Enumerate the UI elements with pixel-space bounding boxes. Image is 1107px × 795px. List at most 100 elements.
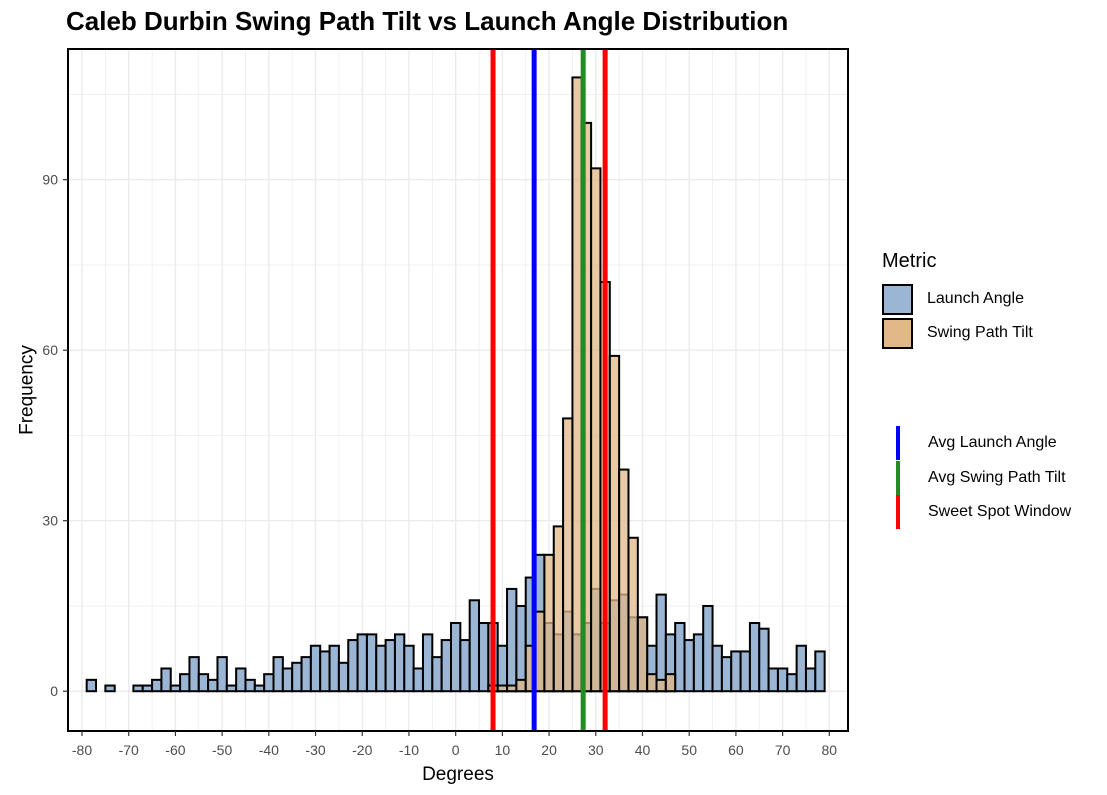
line-legend-key-avg-launch-angle <box>896 426 900 461</box>
y-axis-ticks: 0 30 60 90 <box>42 172 68 699</box>
fill-legend: Metric Launch Angle Swing Path Tilt <box>882 250 1033 350</box>
line-legend: Avg Launch Angle Avg Swing Path Tilt Swe… <box>896 426 1071 530</box>
histogram-bar-launch-angle <box>496 644 509 693</box>
x-tick-label: -60 <box>165 742 185 758</box>
histogram-bar-launch-angle <box>207 678 219 693</box>
histogram-bar-launch-angle <box>225 684 238 693</box>
x-tick-label: -10 <box>399 742 419 758</box>
histogram-bar-launch-angle <box>244 678 256 693</box>
histogram-bar-launch-angle <box>151 678 163 693</box>
histogram-bar-launch-angle <box>160 667 172 693</box>
histogram-bar-swing-path-tilt <box>627 536 639 693</box>
legend-title: Metric <box>882 250 937 272</box>
histogram-bar-launch-angle <box>440 639 452 693</box>
histogram-bar-launch-angle <box>478 622 490 693</box>
legend-label-launch-angle: Launch Angle <box>927 290 1024 307</box>
histogram-bar-launch-angle <box>365 633 378 693</box>
x-tick-label: -50 <box>212 742 232 758</box>
y-tick-label: 30 <box>42 513 58 529</box>
histogram-bar-launch-angle <box>375 644 387 693</box>
x-tick-label: 40 <box>635 742 651 758</box>
histogram-bar-launch-angle <box>421 633 434 693</box>
histogram-bar-launch-angle <box>179 673 191 693</box>
histogram-bar-swing-path-tilt <box>552 525 565 693</box>
x-axis-ticks: -80 -70 -60 -50 -40 -30 -20 -10 0 10 20 30 40 50 60 70 8… <box>72 731 837 758</box>
histogram-bar-launch-angle <box>263 673 275 693</box>
histogram-bar-launch-angle <box>674 622 686 693</box>
line-legend-label-avg-swing-path-tilt: Avg Swing Path Tilt <box>928 468 1066 486</box>
histogram-bar-launch-angle <box>449 622 462 693</box>
histogram-bar-launch-angle <box>132 684 144 693</box>
histogram-bar-launch-angle <box>468 599 481 693</box>
x-tick-label: 80 <box>822 742 838 758</box>
x-axis-title: Degrees <box>422 764 494 785</box>
y-tick-label: 0 <box>50 683 58 699</box>
histogram-bar-launch-angle <box>216 656 228 693</box>
histogram-bar-launch-angle <box>328 644 340 693</box>
histogram-bar-launch-angle <box>356 633 368 693</box>
histogram-bar-swing-path-tilt <box>646 673 658 693</box>
histogram-bar-swing-path-tilt <box>515 678 527 693</box>
histogram-bar-launch-angle <box>337 661 350 693</box>
histogram-bar-swing-path-tilt <box>571 76 583 693</box>
histogram-bar-launch-angle <box>309 644 322 693</box>
y-tick-label: 90 <box>42 172 58 188</box>
legend-swatch-launch-angle <box>882 283 913 315</box>
histogram-bar-launch-angle <box>748 622 761 693</box>
histogram-bar-launch-angle <box>758 627 770 693</box>
histogram-bar-swing-path-tilt <box>590 167 602 693</box>
histogram-bar-launch-angle <box>739 650 751 693</box>
line-legend-label-avg-launch-angle: Avg Launch Angle <box>928 434 1057 452</box>
plot-panel-border <box>67 48 849 732</box>
histogram-bar-swing-path-tilt <box>655 678 667 693</box>
histogram-bar-launch-angle <box>730 650 742 693</box>
histogram-bar-swing-path-tilt <box>608 354 621 693</box>
x-tick-label: -30 <box>305 742 325 758</box>
histogram-bar-swing-path-tilt <box>506 684 518 693</box>
histogram-bar-launch-angle <box>300 656 312 693</box>
histogram-bar-launch-angle <box>141 684 154 693</box>
x-tick-label: -40 <box>259 742 279 758</box>
histogram-bar-launch-angle <box>711 644 723 693</box>
chart-title: Caleb Durbin Swing Path Tilt vs Launch A… <box>66 6 789 36</box>
histogram-bar-launch-angle <box>720 656 733 693</box>
x-tick-label: 70 <box>775 742 791 758</box>
x-tick-label: -80 <box>72 742 92 758</box>
x-tick-label: -20 <box>352 742 372 758</box>
histogram-bar-launch-angle <box>104 684 116 693</box>
line-legend-key-sweet-spot-window <box>896 495 900 530</box>
legend-item-swing-path-tilt: Swing Path Tilt <box>882 316 1033 350</box>
x-tick-label: -70 <box>119 742 139 758</box>
line-legend-item-sweet-spot-window: Sweet Spot Window <box>896 495 1071 530</box>
legend-item-launch-angle: Launch Angle <box>882 282 1033 316</box>
histogram-bar-launch-angle <box>197 673 210 693</box>
histogram-bar-launch-angle <box>188 656 200 693</box>
line-legend-label-sweet-spot-window: Sweet Spot Window <box>928 503 1072 521</box>
reference-lines <box>490 49 608 731</box>
histogram-bar-swing-path-tilt <box>543 553 555 693</box>
histogram-bar-swing-path-tilt <box>636 616 649 693</box>
line-legend-item-avg-launch-angle: Avg Launch Angle <box>896 426 1071 461</box>
histogram-bar-launch-angle <box>272 656 284 693</box>
histogram-bar-launch-angle <box>431 656 443 693</box>
y-tick-label: 60 <box>42 342 58 358</box>
histogram-bar-launch-angle <box>393 633 406 693</box>
histogram-bar-launch-angle <box>319 650 331 693</box>
legend-swatch-swing-path-tilt <box>882 317 913 349</box>
x-tick-label: 50 <box>681 742 697 758</box>
histogram-bar-launch-angle <box>702 604 714 693</box>
histogram-bar-launch-angle <box>291 661 303 693</box>
histogram-bar-launch-angle <box>786 673 798 693</box>
line-legend-key-avg-swing-path-tilt <box>896 460 900 495</box>
histogram-bar-launch-angle <box>253 684 266 693</box>
y-axis-title: Frequency <box>17 345 38 435</box>
histogram-bar-launch-angle <box>515 604 527 693</box>
histogram-bar-swing-path-tilt <box>618 468 630 693</box>
histogram-bar-launch-angle <box>459 639 471 693</box>
x-tick-label: 30 <box>588 742 604 758</box>
histogram-bar-launch-angle <box>403 644 415 693</box>
histogram-bar-launch-angle <box>85 678 98 693</box>
x-tick-label: 20 <box>541 742 557 758</box>
histogram-bar-launch-angle <box>412 667 424 693</box>
